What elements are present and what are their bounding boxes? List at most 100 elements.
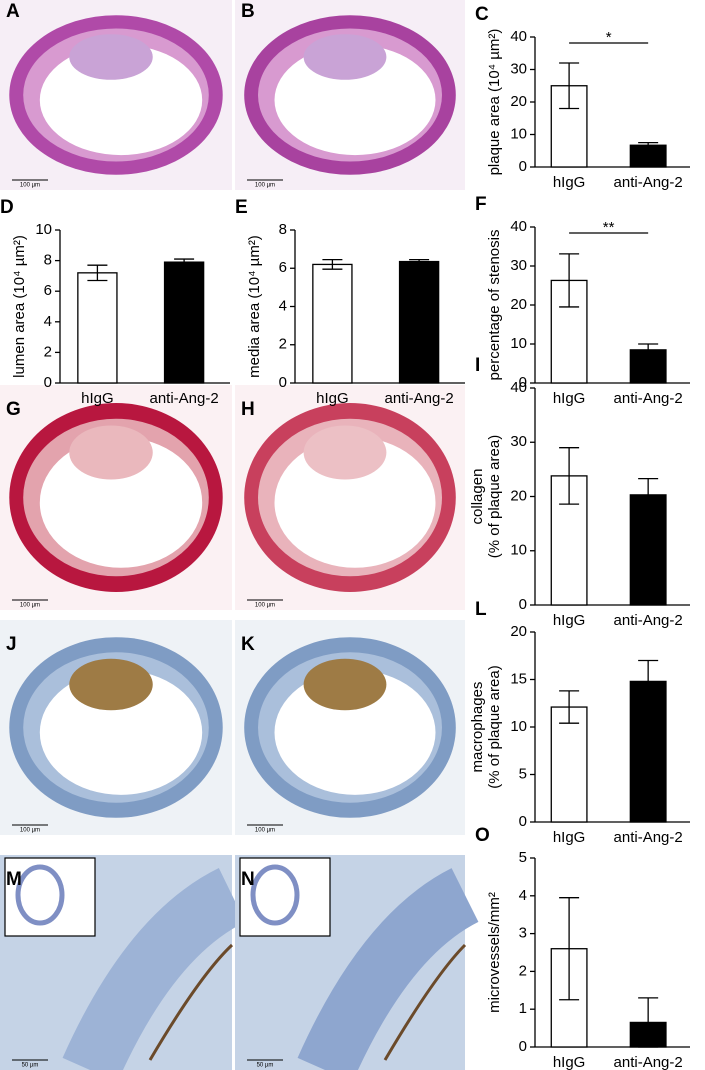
y-tick-label: 30 (510, 60, 527, 77)
x-tick-label: hIgG (553, 829, 586, 846)
y-axis-label: collagen (469, 469, 486, 525)
bar (629, 144, 667, 168)
panel-letter: I (475, 355, 480, 376)
panel-letter: O (475, 825, 490, 846)
panel-letter: D (0, 197, 14, 218)
x-tick-label: hIgG (553, 1054, 586, 1070)
bar (629, 494, 667, 606)
scale-label: 50 µm (257, 1063, 274, 1069)
bar (398, 260, 440, 384)
y-tick-label: 30 (510, 257, 527, 274)
panel-letter: C (475, 4, 489, 25)
y-tick-label: 10 (510, 542, 527, 559)
y-tick-label: 5 (519, 765, 527, 782)
plaque (303, 425, 387, 480)
y-tick-label: 4 (279, 297, 287, 314)
significance-label: * (606, 29, 612, 46)
y-tick-label: 0 (519, 813, 527, 830)
x-tick-label: hIgG (316, 390, 349, 407)
bar (312, 263, 353, 384)
y-tick-label: 0 (279, 374, 287, 391)
y-tick-label: 1 (519, 1000, 527, 1017)
y-tick-label: 0 (44, 374, 52, 391)
x-tick-label: anti-Ang-2 (614, 1054, 683, 1070)
y-axis-label: (% of plaque area) (486, 435, 503, 558)
y-axis-label: media area (10⁴ µm²) (246, 235, 263, 378)
bar (163, 261, 205, 384)
panel-letter: B (241, 1, 255, 22)
scale-label: 100 µm (20, 183, 40, 189)
significance-label: ** (603, 219, 615, 236)
y-tick-label: 0 (519, 158, 527, 175)
plaque (303, 658, 387, 711)
y-tick-label: 2 (519, 962, 527, 979)
y-tick-label: 10 (510, 718, 527, 735)
bar (550, 706, 588, 823)
y-tick-label: 10 (510, 125, 527, 142)
panel-letter: F (475, 194, 487, 215)
panel-letter: G (6, 399, 21, 420)
panel-letter: J (6, 634, 17, 655)
y-tick-label: 20 (510, 296, 527, 313)
y-tick-label: 0 (519, 374, 527, 391)
plaque (303, 34, 387, 80)
panel-letter: N (241, 869, 255, 890)
panel-letter: H (241, 399, 255, 420)
y-tick-label: 20 (510, 623, 527, 640)
y-tick-label: 2 (279, 336, 287, 353)
bar (629, 680, 667, 823)
panel-letter: L (475, 599, 487, 620)
scale-label: 50 µm (22, 1063, 39, 1069)
y-tick-label: 20 (510, 93, 527, 110)
y-tick-label: 0 (519, 1038, 527, 1055)
y-tick-label: 3 (519, 925, 527, 942)
x-tick-label: anti-Ang-2 (614, 174, 683, 191)
y-tick-label: 8 (279, 221, 287, 238)
plaque (69, 425, 153, 480)
x-tick-label: anti-Ang-2 (614, 612, 683, 629)
x-tick-label: anti-Ang-2 (384, 390, 453, 407)
endothelium (383, 943, 467, 1061)
scale-label: 100 µm (20, 828, 40, 834)
y-tick-label: 10 (510, 335, 527, 352)
y-tick-label: 4 (519, 887, 527, 904)
inset-vessel (15, 864, 65, 926)
vessel-wall (297, 868, 480, 1070)
y-tick-label: 0 (519, 596, 527, 613)
y-tick-label: 2 (44, 343, 52, 360)
x-tick-label: anti-Ang-2 (149, 390, 218, 407)
x-tick-label: hIgG (553, 174, 586, 191)
panel-letter: E (235, 197, 248, 218)
y-tick-label: 5 (519, 849, 527, 866)
x-tick-label: hIgG (553, 390, 586, 407)
bar (550, 85, 588, 168)
endothelium (148, 943, 234, 1061)
vessel-wall (62, 868, 246, 1070)
x-tick-label: hIgG (81, 390, 114, 407)
plaque (69, 34, 153, 80)
y-tick-label: 6 (44, 282, 52, 299)
y-axis-label: percentage of stenosis (486, 230, 503, 381)
y-axis-label: lumen area (10⁴ µm²) (11, 235, 28, 378)
scale-label: 100 µm (20, 603, 40, 609)
y-axis-label: (% of plaque area) (486, 665, 503, 788)
y-tick-label: 40 (510, 28, 527, 45)
y-axis-label: microvessels/mm² (486, 892, 503, 1013)
scale-label: 100 µm (255, 603, 275, 609)
x-tick-label: anti-Ang-2 (614, 390, 683, 407)
bar (77, 272, 118, 384)
y-tick-label: 40 (510, 218, 527, 235)
y-tick-label: 4 (44, 313, 52, 330)
y-tick-label: 8 (44, 252, 52, 269)
panel-letter: A (6, 1, 20, 22)
inset-vessel (250, 864, 300, 926)
y-tick-label: 20 (510, 487, 527, 504)
y-axis-label: macrophages (469, 682, 486, 773)
panel-letter: K (241, 634, 255, 655)
y-tick-label: 6 (279, 259, 287, 276)
panel-letter: M (6, 869, 22, 890)
y-tick-label: 30 (510, 433, 527, 450)
x-tick-label: anti-Ang-2 (614, 829, 683, 846)
y-tick-label: 15 (510, 670, 527, 687)
